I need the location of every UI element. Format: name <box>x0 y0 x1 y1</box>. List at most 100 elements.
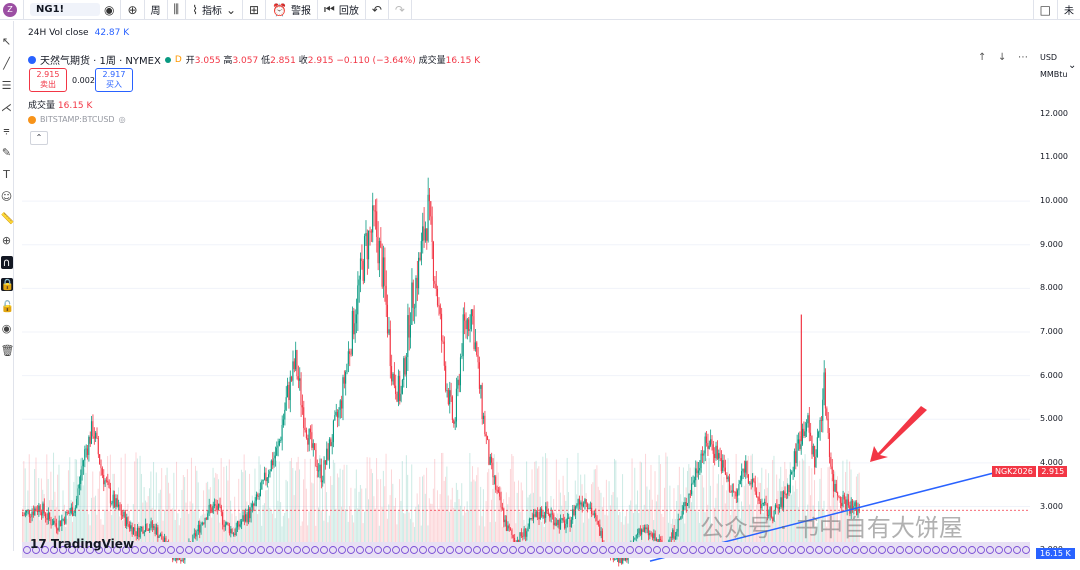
chevron-down-icon[interactable]: ⌄ <box>1068 60 1077 71</box>
candle-body <box>443 341 445 366</box>
symbol-search[interactable]: NG1! ◉ <box>24 0 122 20</box>
candle-body <box>372 205 374 233</box>
text-tool-icon[interactable]: T <box>3 168 10 181</box>
symbol-title[interactable]: 天然气期货 · 1周 · NYMEX <box>40 56 161 67</box>
compare-button[interactable]: ⊕ <box>121 0 145 20</box>
compare-symbol[interactable]: BITSTAMP:BTCUSD <box>40 115 115 124</box>
trendline-tool-icon[interactable]: ╱ <box>3 57 10 70</box>
magnet-icon[interactable]: ∩ <box>0 256 13 269</box>
ruler-tool-icon[interactable]: 📏 <box>0 212 15 225</box>
volume-bar <box>149 488 150 542</box>
cursor-icon[interactable]: ↖ <box>1 35 12 48</box>
eye-icon[interactable]: ◉ <box>104 2 115 17</box>
toolbar-overflow[interactable]: 未 <box>1058 0 1080 20</box>
lock-drawing-icon[interactable]: 🔒 <box>0 278 15 291</box>
volume-bar <box>96 514 98 542</box>
candle-body <box>785 493 787 495</box>
layouts-button[interactable]: ⊞ <box>243 0 267 20</box>
candle-body <box>315 449 317 467</box>
unit-label[interactable]: MMBtu <box>1040 70 1068 79</box>
symbol-field[interactable]: NG1! <box>30 3 100 16</box>
fullscreen-button[interactable]: □ <box>1032 0 1058 20</box>
volume-bar <box>182 474 184 542</box>
volume-bar <box>785 468 787 542</box>
volume-bar <box>804 454 806 542</box>
event-marker <box>86 546 94 554</box>
scroll-up-button[interactable]: ↑ <box>978 52 986 63</box>
scroll-down-button[interactable]: ↓ <box>998 52 1006 63</box>
candle-body <box>707 442 709 449</box>
alert-button[interactable]: ⏰ 警报 <box>266 0 319 20</box>
replay-button[interactable]: ⏮ 回放 <box>318 0 366 20</box>
event-marker <box>959 546 967 554</box>
volume-bar <box>814 480 815 542</box>
undo-button[interactable]: ↶ <box>366 0 389 20</box>
candle-body <box>853 506 855 509</box>
volume-bar <box>638 512 640 542</box>
price-tick-label: 8.000 <box>1040 283 1063 293</box>
volume-bar <box>572 508 574 542</box>
account-area[interactable]: Z <box>0 0 24 20</box>
volume-bar <box>405 455 407 542</box>
price-chart[interactable] <box>22 170 1080 570</box>
sell-button[interactable]: 2.915 卖出 <box>29 68 67 92</box>
volume-bar <box>407 474 409 542</box>
candle-body <box>777 507 779 510</box>
buy-button[interactable]: 2.917 买入 <box>95 68 133 92</box>
unlock-icon[interactable]: 🔓 <box>0 300 15 313</box>
price-tag-value: 2.915 <box>1038 466 1068 477</box>
chevron-down-icon[interactable]: ⌄ <box>225 2 236 17</box>
candle-body <box>255 494 257 501</box>
candle-body <box>385 285 387 305</box>
user-avatar[interactable]: Z <box>3 2 17 17</box>
event-marker <box>293 546 301 554</box>
bitcoin-icon <box>28 115 36 124</box>
candle-body <box>841 502 843 507</box>
chart-type-button[interactable]: ⫼ <box>168 0 187 20</box>
volume-bar <box>777 490 779 542</box>
brush-tool-icon[interactable]: ✎ <box>1 146 12 159</box>
candle-body <box>747 474 749 484</box>
indicators-button[interactable]: ⌇ 指标 ⌄ <box>186 0 243 20</box>
candle-body <box>378 240 380 264</box>
volume-bar <box>72 521 73 542</box>
trash-icon[interactable]: 🗑 <box>0 344 15 357</box>
candle-body <box>554 522 556 526</box>
candle-body <box>507 525 509 531</box>
candle-body <box>217 503 220 510</box>
candle-body <box>595 513 597 517</box>
volume-bar <box>720 462 722 542</box>
volume-bar <box>585 493 587 542</box>
forecast-tool-icon[interactable]: ⩦ <box>3 123 10 136</box>
fib-tool-icon[interactable]: ☰ <box>1 79 12 92</box>
candle-body <box>242 515 244 522</box>
candle-body <box>649 533 651 536</box>
volume-bar <box>292 468 294 542</box>
volume-bar <box>193 511 195 542</box>
undo-icon: ↶ <box>371 2 382 17</box>
volume-bar <box>478 525 480 542</box>
candle-body <box>267 474 270 478</box>
candle-body <box>270 460 272 472</box>
volume-bar <box>646 486 648 542</box>
collapse-legend-button[interactable]: ⌃ <box>30 131 48 145</box>
emoji-tool-icon[interactable]: ☺ <box>0 190 13 203</box>
candle-body <box>854 502 856 507</box>
volume-bar <box>81 464 83 542</box>
zoom-icon[interactable]: ⊕ <box>1 234 12 247</box>
candle-body <box>695 468 697 481</box>
delayed-badge: D <box>174 54 182 65</box>
volume-bar <box>290 457 292 542</box>
more-options-button[interactable]: ⋯ <box>1018 52 1028 63</box>
candle-body <box>409 324 411 338</box>
currency-label[interactable]: USD <box>1040 53 1058 62</box>
visibility-icon[interactable]: ◉ <box>1 322 12 335</box>
volume-bar <box>709 485 711 542</box>
candle-body <box>757 496 759 498</box>
interval-button[interactable]: 周 <box>145 0 168 20</box>
pattern-tool-icon[interactable]: ⋌ <box>1 101 12 114</box>
hidden-eye-icon[interactable]: ◎ <box>118 115 126 124</box>
candle-body <box>295 350 297 370</box>
event-marker <box>455 546 463 554</box>
redo-button[interactable]: ↷ <box>389 0 412 20</box>
